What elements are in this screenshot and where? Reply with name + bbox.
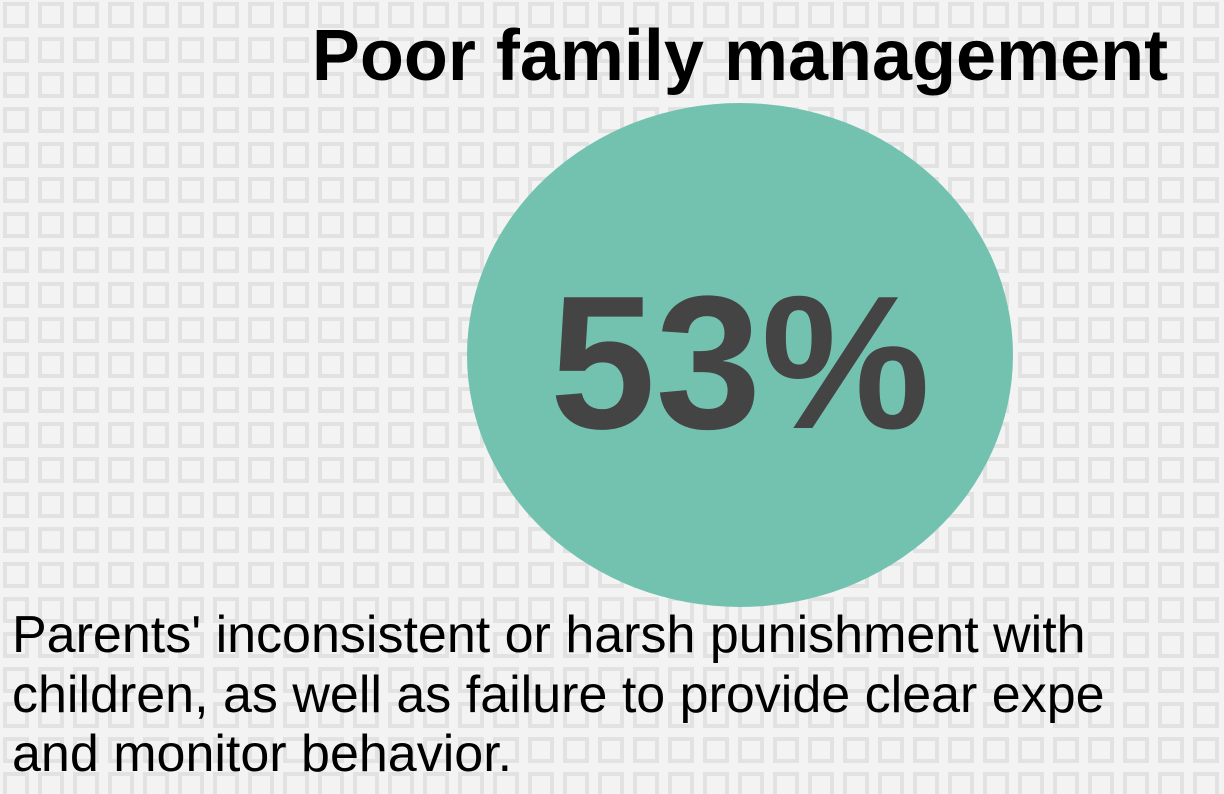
statistic: 53% bbox=[550, 257, 930, 469]
description-line: Parents' inconsistent or harsh punishmen… bbox=[12, 606, 1086, 664]
stat-circle bbox=[467, 103, 1013, 607]
description-line: and monitor behavior. bbox=[12, 725, 512, 783]
description-line: children, as well as failure to provide … bbox=[12, 666, 1105, 724]
title: Poor family management bbox=[312, 16, 1168, 96]
